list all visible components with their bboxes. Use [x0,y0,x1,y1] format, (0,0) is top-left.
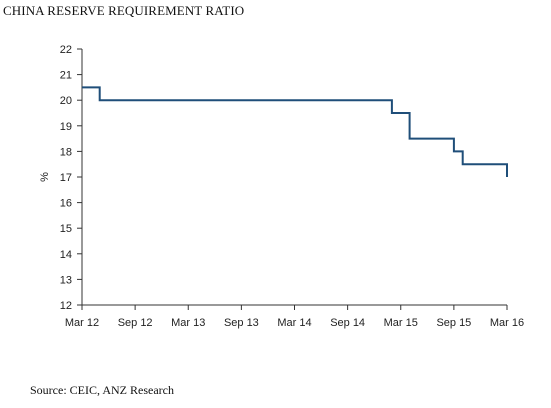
x-tick-label: Sep 12 [118,317,153,329]
y-tick-label: 17 [60,172,72,184]
y-tick-label: 21 [60,70,72,82]
y-axis: 12 13 14 15 16 17 18 19 20 21 22 [60,44,83,312]
x-tick-label: Sep 14 [330,317,365,329]
y-tick-label: 19 [60,121,72,133]
y-tick-label: 14 [60,249,72,261]
y-axis-label: % [39,172,51,182]
x-tick-label: Mar 13 [171,317,205,329]
x-tick-label: Sep 13 [224,317,259,329]
series-group [82,86,508,177]
series-line-0 [82,86,508,177]
y-tick-label: 18 [60,146,72,158]
x-tick-label: Sep 15 [436,317,471,329]
y-tick-label: 22 [60,44,72,56]
y-tick-label: 13 [60,274,72,286]
y-tick-label: 16 [60,198,72,210]
chart-title: CHINA RESERVE REQUIREMENT RATIO [3,3,245,18]
x-tick-label: Mar 15 [384,317,418,329]
y-tick-label: 15 [60,223,72,235]
x-tick-label: Mar 16 [490,317,524,329]
x-tick-label: Mar 14 [277,317,311,329]
y-tick-label: 12 [60,300,72,312]
x-tick-label: Mar 12 [65,317,99,329]
y-tick-label: 20 [60,95,72,107]
x-axis: Mar 12 Sep 12 Mar 13 Sep 13 Mar 14 Sep 14 Mar … [65,304,524,329]
chart-source: Source: CEIC, ANZ Research [30,383,174,397]
